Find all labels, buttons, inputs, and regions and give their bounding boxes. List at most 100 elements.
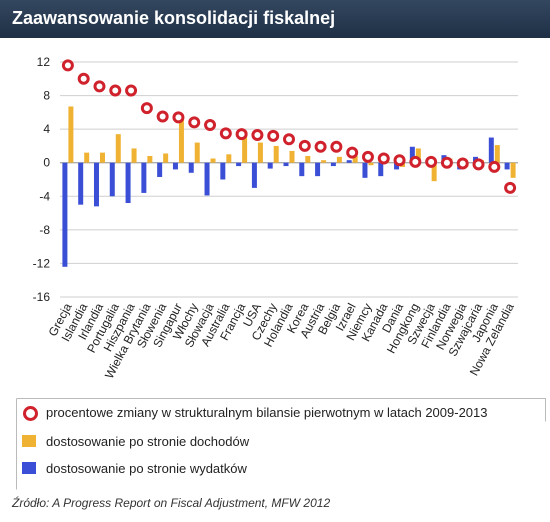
bar-revenue [194,142,200,163]
bar-revenue [352,156,358,163]
source-note: Źródło: A Progress Report on Fiscal Adju… [12,496,331,510]
chart: 12840-4-8-12-16GrecjaIslandiaIrlandiaPor… [33,55,518,381]
bar-expenditure [283,162,289,167]
bar-expenditure [362,162,368,178]
bar-revenue [431,162,437,182]
bar-revenue [242,130,248,163]
bar-revenue [273,145,279,163]
bar-expenditure [172,162,178,170]
bar-expenditure [157,162,163,177]
balance-marker [346,146,359,159]
y-tick-label: -8 [39,223,50,237]
balance-marker [219,127,232,140]
bar-revenue [305,156,311,163]
balance-marker [204,118,217,131]
legend-frame [16,398,546,490]
bar-expenditure [188,162,194,173]
y-tick-label: 12 [37,55,51,69]
balance-marker [361,150,374,163]
bar-expenditure [504,162,510,170]
balance-marker [456,157,469,170]
legend-label-balance: procentowe zmiany w strukturalnym bilans… [46,405,488,420]
legend-item-expenditure: dostosowanie po stronie wydatków [16,459,548,479]
bar-revenue [494,145,500,163]
balance-marker [140,102,153,115]
bar-revenue [226,154,232,163]
bar-revenue [257,142,263,163]
chart-title: Zaawansowanie konsolidacji fiskalnej [12,8,336,28]
bar-expenditure [346,160,352,163]
balance-marker [472,158,485,171]
balance-marker [77,72,90,85]
bar-expenditure [251,162,257,188]
balance-marker [172,111,185,124]
bar-revenue [115,134,121,163]
bar-revenue [131,148,137,163]
balance-marker [188,116,201,129]
blue-square-icon [22,462,36,474]
bar-expenditure [78,162,84,205]
legend-item-revenue: dostosowanie po stronie dochodów [16,432,548,452]
balance-marker [251,129,264,142]
y-tick-label: -4 [39,189,50,203]
y-tick-label: 8 [43,89,50,103]
bar-revenue [510,162,516,178]
balance-marker [61,59,74,72]
balance-marker [425,155,438,168]
bar-revenue [289,150,295,163]
balance-marker [235,128,248,141]
title-bar: Zaawansowanie konsolidacji fiskalnej [0,0,550,38]
bar-revenue [99,152,105,163]
balance-marker [156,110,169,123]
balance-marker [488,160,501,173]
balance-marker [283,133,295,146]
y-tick-label: 4 [43,122,50,136]
bar-expenditure [488,137,494,163]
balance-marker [330,140,343,153]
bar-expenditure [299,162,305,177]
balance-marker [377,152,390,165]
bar-expenditure [267,162,273,169]
bar-expenditure [93,162,99,207]
legend-label-revenue: dostosowanie po stronie dochodów [46,434,250,449]
balance-marker [393,154,406,167]
bar-revenue [210,158,216,163]
bar-expenditure [394,162,400,170]
bar-expenditure [236,162,242,167]
bar-revenue [321,160,327,163]
y-tick-label: -12 [33,256,51,270]
legend-item-balance: procentowe zmiany w strukturalnym bilans… [16,403,548,423]
balance-marker [267,129,280,142]
balance-marker [440,156,453,169]
bar-expenditure [378,162,384,177]
balance-marker [93,80,106,93]
bar-expenditure [204,162,210,196]
balance-marker [125,84,138,97]
bar-revenue [68,106,74,163]
bar-revenue [147,156,153,163]
balance-marker [314,140,327,153]
bar-expenditure [125,162,131,203]
bar-expenditure [62,162,68,267]
bar-revenue [84,152,90,163]
circle-marker-icon [23,406,38,421]
y-tick-label: -16 [33,290,51,304]
yellow-square-icon [22,435,36,447]
bar-expenditure [315,162,321,177]
bar-expenditure [330,162,336,167]
bar-revenue [336,156,342,163]
legend-label-expenditure: dostosowanie po stronie wydatków [46,461,247,476]
bar-expenditure [409,146,415,163]
balance-marker [109,84,122,97]
bar-revenue [178,119,184,163]
bar-revenue [163,153,169,163]
balance-marker [504,181,517,194]
bar-expenditure [141,162,147,193]
bar-expenditure [109,162,115,197]
bar-revenue [415,148,421,163]
balance-marker [298,139,311,152]
balance-marker [409,155,422,168]
bar-revenue [368,162,374,166]
y-tick-label: 0 [43,156,50,170]
bar-expenditure [220,162,226,180]
